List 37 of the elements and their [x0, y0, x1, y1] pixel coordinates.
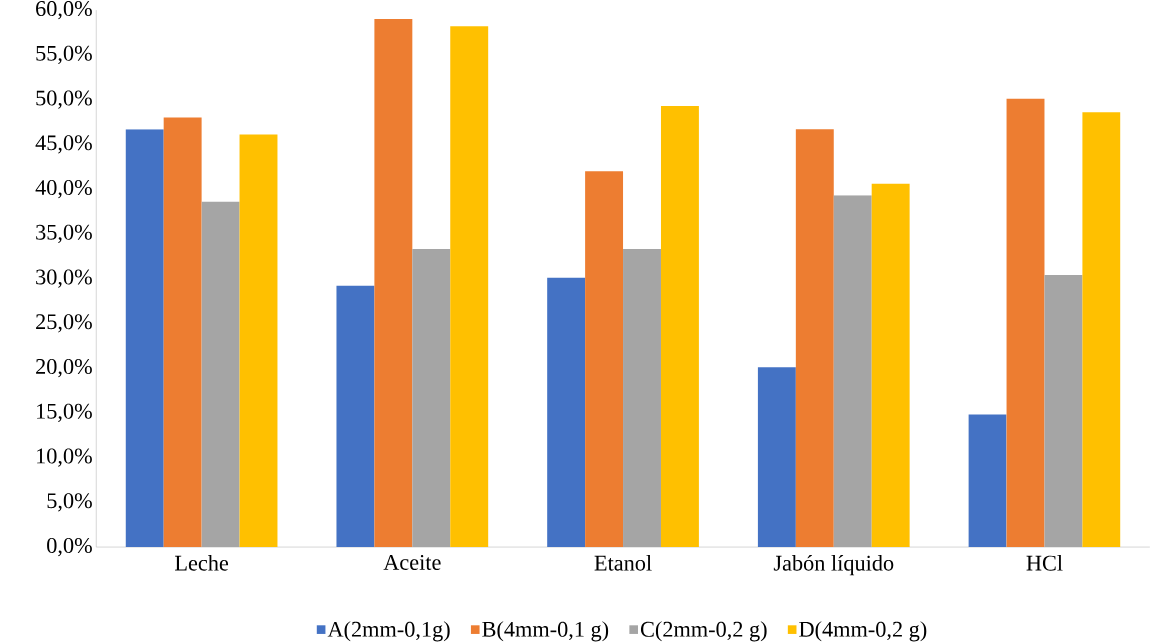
legend-label: C(2mm-0,2 g) — [640, 620, 767, 642]
bar — [1082, 111, 1121, 547]
y-tick-label: 25,0% — [36, 314, 92, 333]
legend-label: B(4mm-0,1 g) — [482, 620, 609, 642]
y-tick-label: 15,0% — [37, 403, 92, 422]
bar — [1006, 98, 1045, 547]
bar — [450, 26, 489, 547]
y-tick-label: 35,0% — [36, 224, 92, 243]
bar — [239, 134, 278, 547]
bar — [585, 171, 624, 547]
legend-label: D(4mm-0,2 g) — [799, 620, 927, 642]
x-tick-label: Aceite — [383, 554, 441, 570]
y-tick-label: 40,0% — [35, 179, 92, 199]
bar — [871, 183, 910, 547]
bar — [336, 285, 375, 547]
bar — [968, 414, 1007, 547]
x-tick-label: Leche — [175, 554, 229, 571]
y-tick-label: 20,0% — [36, 358, 92, 378]
y-tick-label: 60,0% — [36, 0, 92, 20]
bar — [757, 367, 796, 547]
bar — [374, 18, 413, 547]
bar — [660, 105, 699, 547]
y-tick-label: 50,0% — [36, 90, 92, 109]
x-tick-label: Jabón líquido — [773, 554, 894, 576]
y-tick-label: 45,0% — [35, 135, 92, 154]
y-tick-label: 5,0% — [47, 493, 92, 512]
y-tick-label: 10,0% — [37, 448, 92, 467]
y-tick-label: 0,0% — [47, 537, 92, 557]
bar — [125, 129, 164, 547]
y-tick-label: 30,0% — [36, 269, 92, 288]
y-tick-label: 55,0% — [36, 45, 92, 64]
x-tick-label: Etanol — [594, 554, 652, 571]
bar — [547, 277, 586, 547]
bar — [795, 129, 834, 547]
bar — [163, 117, 202, 547]
x-tick-label: HCl — [1026, 554, 1063, 571]
legend-label: A(2mm-0,1g) — [327, 620, 450, 642]
